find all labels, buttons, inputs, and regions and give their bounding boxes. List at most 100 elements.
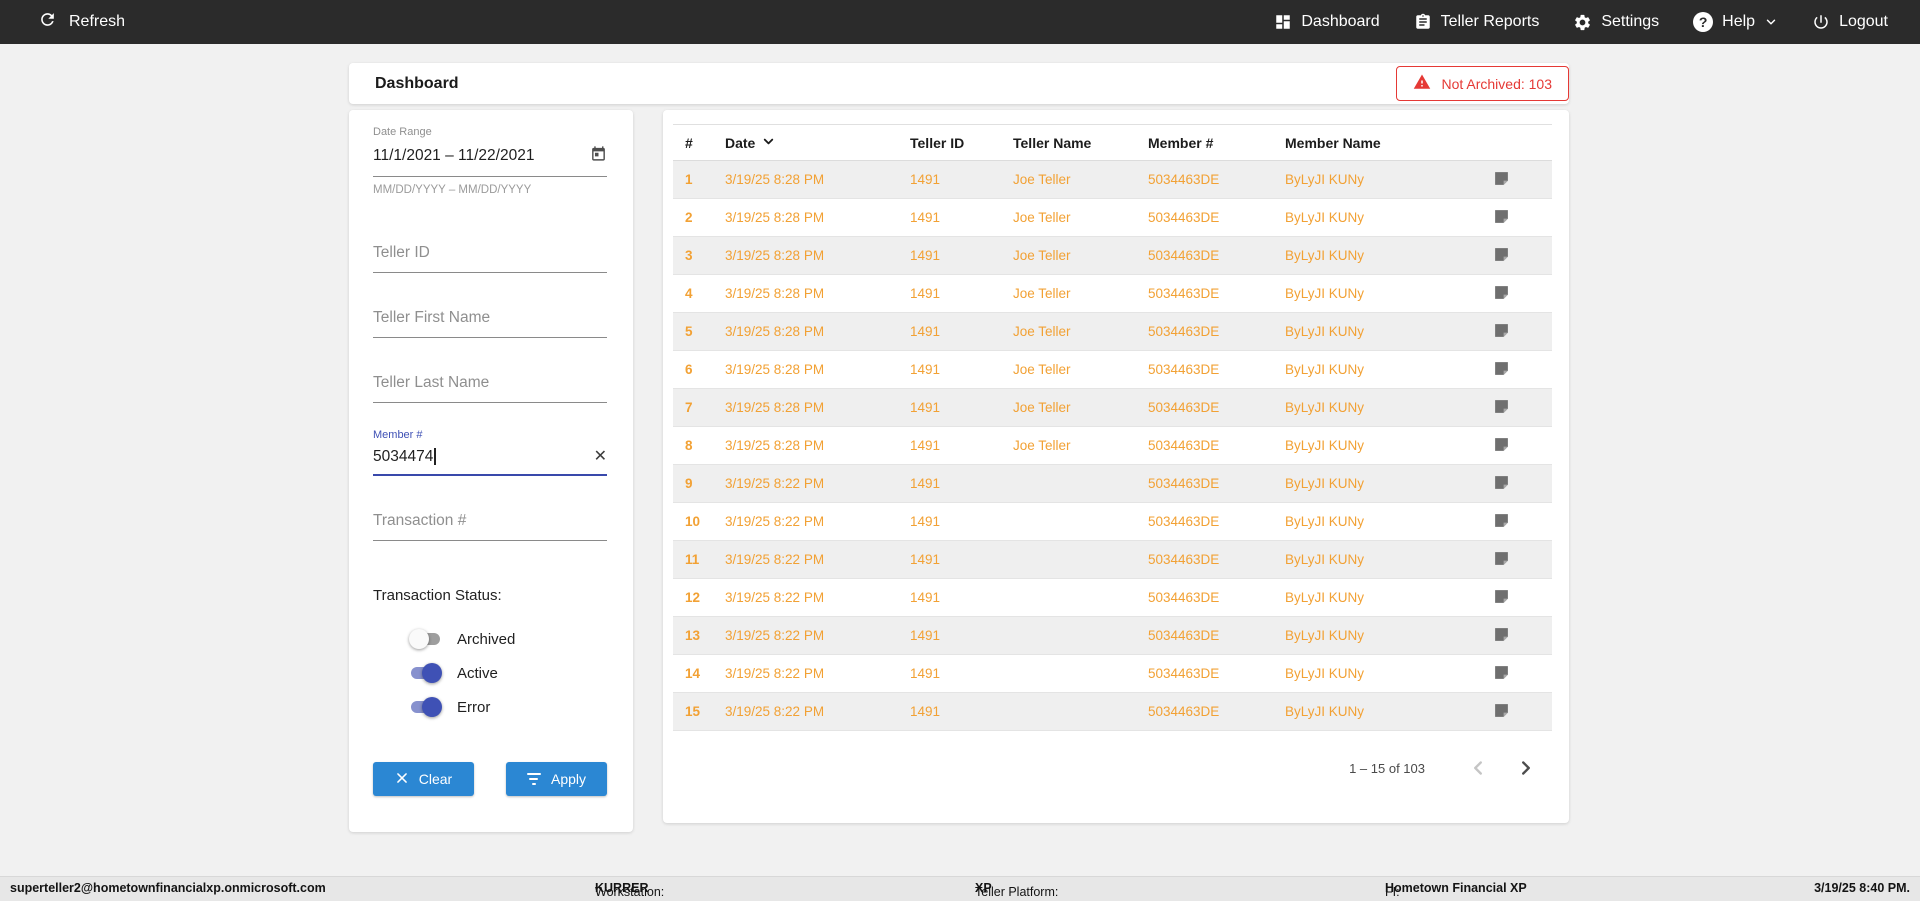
- date-range-input[interactable]: 11/1/2021 – 11/22/2021: [373, 138, 607, 177]
- cell-date: 3/19/25 8:22 PM: [725, 590, 825, 605]
- table-row[interactable]: 5 3/19/25 8:28 PM 1491 Joe Teller 5034463DE B…: [673, 313, 1552, 351]
- table-row[interactable]: 1 3/19/25 8:28 PM 1491 Joe Teller 5034463DE B…: [673, 161, 1552, 199]
- teller-platform-info: Teller Platform: XP: [975, 881, 1059, 899]
- column-header-teller-id[interactable]: Teller ID: [910, 134, 965, 151]
- cell-teller-name: Joe Teller: [1013, 438, 1071, 453]
- table-row[interactable]: 13 3/19/25 8:22 PM 1491 5034463DE ByLyJI KUN…: [673, 617, 1552, 655]
- table-row[interactable]: 9 3/19/25 8:22 PM 1491 5034463DE ByLyJI KUNy: [673, 465, 1552, 503]
- transaction-status-label: Transaction Status:: [373, 587, 502, 604]
- cell-member-number: 5034463DE: [1148, 590, 1220, 605]
- toggle-archived[interactable]: Archived: [409, 622, 607, 656]
- page-title: Dashboard: [375, 74, 459, 92]
- table-body: 1 3/19/25 8:28 PM 1491 Joe Teller 5034463DE B…: [673, 161, 1552, 731]
- member-number-input[interactable]: 5034474 ✕: [373, 441, 607, 476]
- note-icon[interactable]: [1493, 398, 1552, 418]
- note-icon[interactable]: [1493, 246, 1552, 266]
- calendar-icon[interactable]: [590, 145, 607, 167]
- toggle-active[interactable]: Active: [409, 656, 607, 690]
- chevron-down-icon: [1764, 15, 1778, 29]
- column-header-num[interactable]: #: [685, 134, 693, 151]
- member-number-label: Member #: [373, 429, 423, 441]
- cell-num: 4: [685, 286, 693, 301]
- column-header-member-number[interactable]: Member #: [1148, 134, 1214, 151]
- cell-num: 9: [685, 476, 693, 491]
- cell-num: 3: [685, 248, 693, 263]
- date-range-label: Date Range: [373, 126, 432, 138]
- pagination: 1 – 15 of 103: [663, 757, 1569, 779]
- table-row[interactable]: 12 3/19/25 8:22 PM 1491 5034463DE ByLyJI KUN…: [673, 579, 1552, 617]
- toggle-label: Active: [457, 664, 498, 682]
- note-icon[interactable]: [1493, 170, 1552, 190]
- help-icon: ?: [1693, 12, 1714, 32]
- nav-item-settings[interactable]: Settings: [1573, 13, 1659, 32]
- table-row[interactable]: 2 3/19/25 8:28 PM 1491 Joe Teller 5034463DE B…: [673, 199, 1552, 237]
- x-icon: [395, 771, 409, 788]
- date-range-value: 11/1/2021 – 11/22/2021: [373, 147, 535, 164]
- cell-teller-name: Joe Teller: [1013, 400, 1071, 415]
- nav-item-dashboard[interactable]: Dashboard: [1274, 13, 1380, 31]
- workstation-info: Workstation: KURRER: [595, 881, 665, 899]
- apply-button[interactable]: Apply: [506, 762, 607, 796]
- teller-first-name-input[interactable]: Teller First Name: [373, 301, 607, 338]
- nav-item-label: Settings: [1601, 13, 1660, 30]
- table-row[interactable]: 10 3/19/25 8:22 PM 1491 5034463DE ByLyJI KUN…: [673, 503, 1552, 541]
- note-icon[interactable]: [1493, 664, 1552, 684]
- table-row[interactable]: 11 3/19/25 8:22 PM 1491 5034463DE ByLyJI KUN…: [673, 541, 1552, 579]
- note-icon[interactable]: [1493, 284, 1552, 304]
- column-header-member-name[interactable]: Member Name: [1285, 134, 1381, 151]
- nav-item-help[interactable]: ? Help: [1693, 12, 1778, 32]
- clipboard-icon: [1414, 13, 1432, 31]
- member-number-value: 5034474: [373, 448, 436, 466]
- nav-item-logout[interactable]: Logout: [1812, 13, 1888, 31]
- cell-teller-id: 1491: [910, 590, 941, 605]
- note-icon[interactable]: [1493, 360, 1552, 380]
- teller-last-name-input[interactable]: Teller Last Name: [373, 366, 607, 403]
- clear-button[interactable]: Clear: [373, 762, 474, 796]
- table-row[interactable]: 8 3/19/25 8:28 PM 1491 Joe Teller 5034463DE B…: [673, 427, 1552, 465]
- note-icon[interactable]: [1493, 588, 1552, 608]
- note-icon[interactable]: [1493, 474, 1552, 494]
- cell-member-name: ByLyJI KUNy: [1285, 628, 1365, 643]
- not-archived-alert[interactable]: Not Archived: 103: [1396, 66, 1569, 101]
- note-icon[interactable]: [1493, 512, 1552, 532]
- transactions-table-card: # Date Teller ID Teller Name Member # Me…: [663, 110, 1569, 823]
- cell-member-number: 5034463DE: [1148, 210, 1220, 225]
- transaction-number-input[interactable]: Transaction #: [373, 504, 607, 541]
- cell-num: 12: [685, 590, 701, 605]
- note-icon[interactable]: [1493, 702, 1552, 722]
- refresh-button[interactable]: Refresh: [0, 10, 125, 34]
- table-row[interactable]: 15 3/19/25 8:22 PM 1491 5034463DE ByLyJI KUN…: [673, 693, 1552, 731]
- toggle-list: Archived Active Error: [409, 622, 607, 724]
- cell-date: 3/19/25 8:22 PM: [725, 552, 825, 567]
- nav-item-teller-reports[interactable]: Teller Reports: [1414, 13, 1539, 31]
- column-header-teller-name[interactable]: Teller Name: [1013, 134, 1092, 151]
- power-icon: [1812, 13, 1830, 31]
- teller-id-input[interactable]: Teller ID: [373, 236, 607, 273]
- cell-member-name: ByLyJI KUNy: [1285, 704, 1365, 719]
- cell-date: 3/19/25 8:28 PM: [725, 400, 825, 415]
- note-icon[interactable]: [1493, 626, 1552, 646]
- cell-date: 3/19/25 8:22 PM: [725, 666, 825, 681]
- text-caret: [434, 448, 436, 466]
- note-icon[interactable]: [1493, 550, 1552, 570]
- table-row[interactable]: 3 3/19/25 8:28 PM 1491 Joe Teller 5034463DE B…: [673, 237, 1552, 275]
- column-header-date[interactable]: Date: [725, 134, 910, 152]
- note-icon[interactable]: [1493, 436, 1552, 456]
- table-row[interactable]: 7 3/19/25 8:28 PM 1491 Joe Teller 5034463DE B…: [673, 389, 1552, 427]
- dashboard-icon: [1274, 13, 1292, 31]
- note-icon[interactable]: [1493, 322, 1552, 342]
- note-icon[interactable]: [1493, 208, 1552, 228]
- toggle-switch[interactable]: [409, 663, 442, 683]
- table-row[interactable]: 6 3/19/25 8:28 PM 1491 Joe Teller 5034463DE B…: [673, 351, 1552, 389]
- toggle-error[interactable]: Error: [409, 690, 607, 724]
- table-row[interactable]: 14 3/19/25 8:22 PM 1491 5034463DE ByLyJI KUN…: [673, 655, 1552, 693]
- toggle-switch[interactable]: [409, 697, 442, 717]
- previous-page-button[interactable]: [1467, 757, 1489, 779]
- refresh-icon: [38, 10, 57, 34]
- toggle-switch[interactable]: [409, 629, 442, 649]
- financial-institution-info: FI: Hometown Financial XP: [1385, 881, 1527, 899]
- clear-field-icon[interactable]: ✕: [593, 448, 607, 465]
- cell-member-number: 5034463DE: [1148, 704, 1220, 719]
- table-row[interactable]: 4 3/19/25 8:28 PM 1491 Joe Teller 5034463DE B…: [673, 275, 1552, 313]
- next-page-button[interactable]: [1515, 757, 1537, 779]
